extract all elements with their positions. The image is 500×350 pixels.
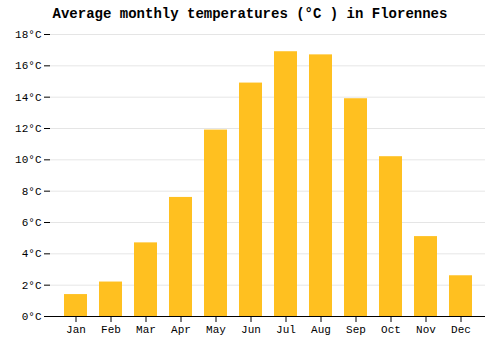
svg-text:14°C: 14°C (15, 92, 42, 104)
svg-text:Oct: Oct (381, 324, 401, 336)
svg-text:4°C: 4°C (22, 248, 42, 260)
svg-text:Sep: Sep (346, 324, 366, 336)
svg-text:Apr: Apr (171, 324, 191, 336)
svg-text:16°C: 16°C (15, 60, 42, 72)
svg-text:12°C: 12°C (15, 123, 42, 135)
svg-text:18°C: 18°C (15, 29, 42, 41)
svg-text:Dec: Dec (451, 324, 471, 336)
svg-text:Jan: Jan (66, 324, 86, 336)
svg-text:Jul: Jul (276, 324, 296, 336)
svg-text:Nov: Nov (416, 324, 436, 336)
html-text:Average monthly temperatures (: Average monthly temperatures (°C ) in Fl… (52, 6, 448, 22)
svg-text:0°C: 0°C (22, 311, 42, 323)
svg-text:May: May (206, 324, 226, 336)
svg-text:Jun: Jun (241, 324, 261, 336)
svg-text:Aug: Aug (311, 324, 331, 336)
svg-text:Feb: Feb (101, 324, 121, 336)
svg-text:Mar: Mar (136, 324, 156, 336)
svg-text:10°C: 10°C (15, 154, 42, 166)
svg-text:2°C: 2°C (22, 280, 42, 292)
svg-text:6°C: 6°C (22, 217, 42, 229)
svg-text:8°C: 8°C (22, 186, 42, 198)
